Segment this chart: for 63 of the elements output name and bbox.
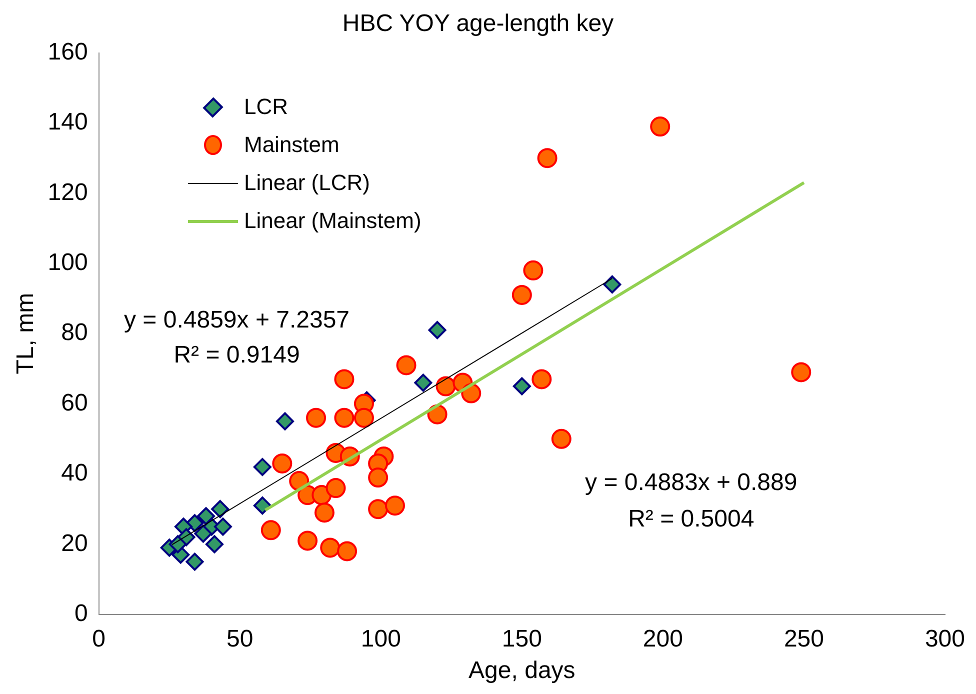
y-tick-label: 60 bbox=[61, 389, 88, 416]
y-tick-label: 160 bbox=[48, 38, 88, 66]
point bbox=[551, 428, 572, 449]
x-tick-label: 0 bbox=[92, 625, 106, 652]
chart-title: HBC YOY age-length key bbox=[342, 10, 614, 38]
point bbox=[537, 148, 558, 168]
point bbox=[414, 374, 432, 392]
y-tick-label: 120 bbox=[48, 178, 88, 206]
point bbox=[334, 369, 354, 390]
point bbox=[214, 518, 232, 536]
point bbox=[276, 412, 294, 430]
x-tick-label: 200 bbox=[642, 625, 683, 652]
point bbox=[384, 496, 405, 516]
point bbox=[428, 321, 446, 340]
annotation: y = 0.4883x + 0.889 bbox=[585, 469, 798, 496]
point bbox=[298, 530, 318, 551]
point bbox=[512, 377, 531, 396]
point bbox=[306, 408, 326, 428]
x-tick-label: 300 bbox=[924, 625, 965, 652]
point bbox=[194, 524, 212, 543]
point bbox=[650, 116, 670, 137]
point bbox=[436, 376, 456, 396]
x-tick-label: 150 bbox=[502, 625, 542, 652]
point bbox=[326, 478, 346, 498]
point bbox=[337, 541, 358, 562]
y-tick-label: 20 bbox=[61, 530, 88, 557]
point bbox=[791, 362, 812, 382]
point bbox=[260, 520, 281, 540]
y-tick-label: 100 bbox=[48, 249, 88, 276]
x-axis-title: Age, days bbox=[468, 657, 576, 684]
point bbox=[314, 502, 334, 523]
legend-label: Linear (Mainstem) bbox=[244, 208, 422, 234]
point bbox=[211, 500, 230, 518]
y-tick-label: 40 bbox=[61, 460, 88, 487]
point bbox=[368, 499, 388, 520]
annotation: R² = 0.5004 bbox=[628, 506, 754, 533]
point bbox=[253, 458, 272, 476]
point bbox=[320, 538, 340, 558]
point bbox=[186, 552, 204, 571]
legend-label: Mainstem bbox=[244, 132, 340, 158]
y-axis-title: TL, mm bbox=[12, 292, 40, 374]
point bbox=[168, 535, 187, 554]
y-tick-label: 0 bbox=[74, 600, 88, 628]
legend-label: Linear (LCR) bbox=[244, 170, 370, 196]
point bbox=[334, 408, 354, 428]
annotation: R² = 0.9149 bbox=[174, 342, 300, 369]
point bbox=[523, 260, 544, 280]
point bbox=[532, 369, 552, 390]
annotation: y = 0.4859x + 7.2357 bbox=[124, 306, 350, 334]
legend-label: LCR bbox=[244, 94, 288, 120]
x-tick-label: 50 bbox=[226, 625, 254, 652]
point bbox=[253, 496, 272, 515]
point bbox=[354, 408, 374, 428]
y-tick-label: 80 bbox=[61, 319, 88, 346]
point bbox=[512, 284, 532, 305]
x-tick-label: 250 bbox=[784, 625, 824, 652]
point bbox=[603, 275, 622, 294]
x-tick-label: 100 bbox=[360, 625, 401, 652]
point bbox=[205, 535, 224, 554]
point bbox=[368, 468, 388, 488]
y-tick-label: 140 bbox=[48, 108, 88, 136]
point bbox=[396, 355, 416, 376]
point bbox=[272, 453, 292, 474]
